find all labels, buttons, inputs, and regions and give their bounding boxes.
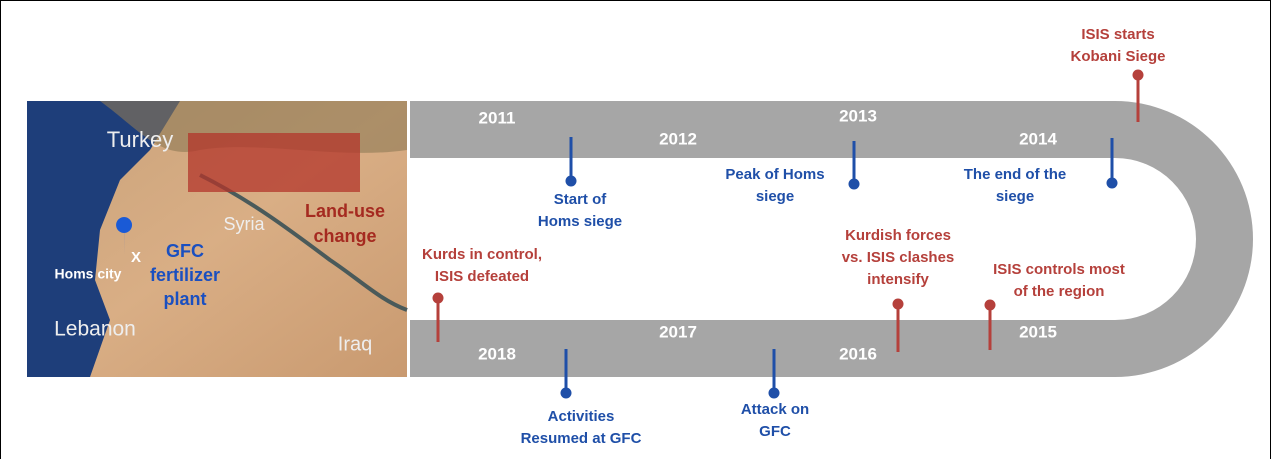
timeline-road xyxy=(410,101,1253,377)
label: change xyxy=(313,226,376,246)
pin-dot xyxy=(1132,69,1144,81)
year-label: 2012 xyxy=(659,129,697,148)
year-label: 2018 xyxy=(478,344,516,363)
event-label: of the region xyxy=(1014,283,1105,300)
label: Iraq xyxy=(338,333,372,355)
pin-dot xyxy=(892,298,904,310)
label: Homs city xyxy=(55,266,122,282)
year-label: 2014 xyxy=(1019,129,1057,148)
event-label: ISIS starts xyxy=(1081,26,1154,43)
event-label: Kurds in control, xyxy=(422,246,542,263)
pin-dot xyxy=(560,387,572,399)
map: Turkey Syria Lebanon Iraq Land-use chang… xyxy=(27,101,408,377)
pin-dot xyxy=(984,299,996,311)
event-label: siege xyxy=(996,188,1034,205)
event-label: Activities xyxy=(548,408,615,425)
label: plant xyxy=(164,289,207,309)
pin-dot xyxy=(848,178,860,190)
location-pin xyxy=(116,217,133,255)
year-label: 2016 xyxy=(839,344,877,363)
year-label: 2017 xyxy=(659,322,697,341)
event-label: ISIS defeated xyxy=(435,268,529,285)
label: GFC xyxy=(166,241,204,261)
pin-dot xyxy=(768,387,780,399)
label: X xyxy=(131,249,141,266)
year-label: 2015 xyxy=(1019,322,1057,341)
event-label: Attack on xyxy=(741,401,809,418)
event-label: siege xyxy=(756,188,794,205)
event-label: Kurdish forces xyxy=(845,227,951,244)
label: Lebanon xyxy=(54,318,136,341)
label: fertilizer xyxy=(150,265,220,285)
pin-dot xyxy=(565,175,577,187)
event-label: The end of the xyxy=(964,166,1067,183)
pin-dot xyxy=(1106,177,1118,189)
event-label: Resumed at GFC xyxy=(521,430,642,447)
event-label: Kobani Siege xyxy=(1070,48,1165,65)
year-label: 2013 xyxy=(839,106,877,125)
label: Turkey xyxy=(107,127,173,152)
event-label: GFC xyxy=(759,423,791,440)
event-label: intensify xyxy=(867,271,929,288)
event-label: Homs siege xyxy=(538,213,622,230)
event-label: Start of xyxy=(554,191,608,208)
pin-dot xyxy=(432,292,444,304)
event-label: ISIS controls most xyxy=(993,261,1125,278)
event-label: vs. ISIS clashes xyxy=(842,249,955,266)
year-label: 2011 xyxy=(479,108,516,127)
land-use-area xyxy=(188,133,360,192)
label: Land-use xyxy=(305,201,385,221)
label: Syria xyxy=(223,214,265,234)
event-label: Peak of Homs xyxy=(725,166,824,183)
